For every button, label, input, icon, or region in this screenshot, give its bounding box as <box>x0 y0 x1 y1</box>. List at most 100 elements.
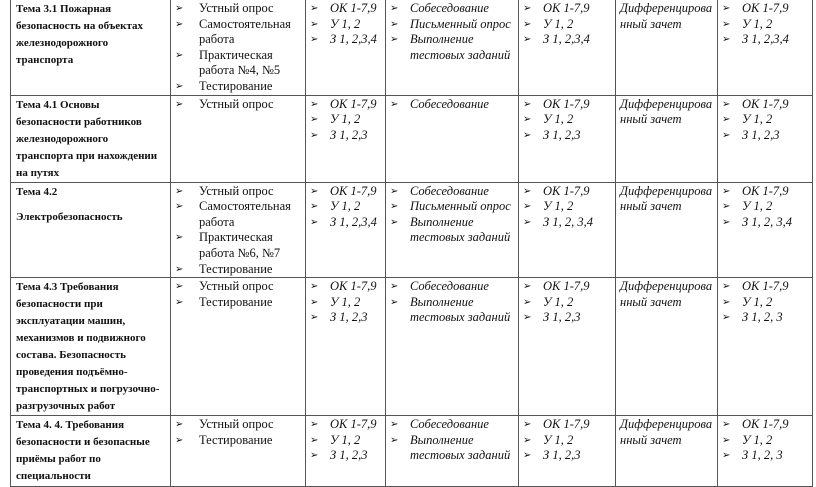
list-item-text: Собеседование <box>410 279 489 294</box>
list-item: ➢ Собеседование <box>390 184 514 200</box>
bullet-arrow-icon: ➢ <box>523 434 532 446</box>
results-cell: ➢ ОК 1-7,9 ➢ У 1, 2 ➢ З 1, 2, 3,4 <box>717 181 813 279</box>
forms-cell: ➢ Устный опрос ➢ Самостоятельная работа ➢ Пра… <box>170 0 306 96</box>
list-item: ➢ ОК 1-7,9 <box>310 1 381 17</box>
list-item: ➢ Самостоятельная работа <box>175 17 301 48</box>
list-item: ➢ Тестирование <box>175 78 301 94</box>
list-item-text: У 1, 2 <box>543 199 574 214</box>
list-item: ➢ У 1, 2 <box>523 433 611 449</box>
bullet-arrow-icon: ➢ <box>310 3 319 14</box>
bullet-arrow-icon: ➢ <box>722 18 731 30</box>
list-item-text: У 1, 2 <box>742 294 773 309</box>
final-control-cell: Дифференцированный зачет <box>615 277 718 417</box>
list-item: ➢ У 1, 2 <box>722 17 808 33</box>
bullet-arrow-icon: ➢ <box>310 434 319 446</box>
topic-cell: Тема 4. 4. Требования безопасности и без… <box>10 415 171 487</box>
bullet-arrow-icon: ➢ <box>175 49 184 61</box>
list-item-text: У 1, 2 <box>543 16 574 31</box>
list-item-text: Устный опрос <box>199 279 274 294</box>
list-item-text: ОК 1-7,9 <box>543 96 590 111</box>
bullet-arrow-icon: ➢ <box>175 98 184 110</box>
list-item: ➢ ОК 1-7,9 <box>310 279 381 295</box>
list-item: ➢ ОК 1-7,9 <box>722 417 808 433</box>
topic-text: Тема 4. 4. Требования безопасности и без… <box>16 419 150 483</box>
table-row: Тема 3.1 Пожарная безопасность на объект… <box>10 0 813 96</box>
topic-text: Тема 4.3 Требования безопасности при экс… <box>16 281 160 413</box>
bullet-arrow-icon: ➢ <box>175 232 184 244</box>
bullet-arrow-icon: ➢ <box>523 281 532 293</box>
list-item-text: ОК 1-7,9 <box>543 1 590 15</box>
bullet-arrow-icon: ➢ <box>722 450 731 462</box>
list-item-text: З 1, 2,3 <box>742 127 780 142</box>
list-item-text: У 1, 2 <box>742 112 773 127</box>
topic-text: Электробезопасность <box>16 210 123 223</box>
list-item-text: У 1, 2 <box>742 199 773 214</box>
list-item: ➢ Тестирование <box>175 262 301 277</box>
list-item: ➢ ОК 1-7,9 <box>523 417 611 433</box>
forms-cell: ➢ Устный опрос ➢ Тестирование <box>170 415 306 487</box>
bullet-arrow-icon: ➢ <box>722 3 731 14</box>
results-cell: ➢ ОК 1-7,9 ➢ У 1, 2 ➢ З 1, 2,3 <box>518 415 616 487</box>
list-item-text: З 1, 2,3 <box>543 448 581 463</box>
results-cell: ➢ ОК 1-7,9 ➢ У 1, 2 ➢ З 1, 2,3,4 <box>305 0 386 96</box>
bullet-arrow-icon: ➢ <box>310 114 319 126</box>
results-cell: ➢ ОК 1-7,9 ➢ У 1, 2 ➢ З 1, 2,3 <box>518 277 616 417</box>
list-item-text: Практическая работа №6, №7 <box>199 230 281 260</box>
table-row: Тема 4.3 Требования безопасности при экс… <box>10 277 813 417</box>
list-item-text: Выполнение тестовых заданий <box>410 294 511 325</box>
list-item-text: Устный опрос <box>199 417 274 432</box>
list-item-text: Тестирование <box>199 432 273 447</box>
bullet-arrow-icon: ➢ <box>523 419 532 431</box>
list-item: ➢ Собеседование <box>390 417 514 433</box>
bullet-arrow-icon: ➢ <box>722 129 731 141</box>
bullet-arrow-icon: ➢ <box>390 201 399 213</box>
list-item: ➢ З 1, 2,3,4 <box>310 32 381 48</box>
bullet-arrow-icon: ➢ <box>523 129 532 141</box>
list-item-text: У 1, 2 <box>330 199 361 214</box>
list-item: ➢ Самостоятельная работа <box>175 199 301 230</box>
list-item: ➢ ОК 1-7,9 <box>523 97 611 113</box>
list-item-text: Тестирование <box>199 78 273 93</box>
list-item-text: З 1, 2,3,4 <box>330 32 377 47</box>
list-item: ➢ З 1, 2,3 <box>722 128 808 144</box>
bullet-arrow-icon: ➢ <box>722 185 731 197</box>
results-cell: ➢ ОК 1-7,9 ➢ У 1, 2 ➢ З 1, 2,3,4 <box>305 181 386 279</box>
list-item: ➢ Тестирование <box>175 295 301 311</box>
bullet-arrow-icon: ➢ <box>523 114 532 126</box>
list-item: ➢ Устный опрос <box>175 279 301 295</box>
bullet-arrow-icon: ➢ <box>310 129 319 141</box>
list-item-text: ОК 1-7,9 <box>330 417 377 432</box>
list-item-text: З 1, 2,3,4 <box>742 32 789 47</box>
list-item: ➢ Практическая работа №4, №5 <box>175 48 301 79</box>
list-item-text: Собеседование <box>410 417 489 432</box>
bullet-arrow-icon: ➢ <box>390 419 399 431</box>
list-item-text: З 1, 2, 3,4 <box>742 214 792 229</box>
list-item: ➢ Собеседование <box>390 97 514 113</box>
list-item-text: Письменный опрос <box>410 199 511 214</box>
bullet-arrow-icon: ➢ <box>722 114 731 126</box>
list-item: ➢ У 1, 2 <box>310 433 381 449</box>
bullet-arrow-icon: ➢ <box>310 98 319 110</box>
list-item: ➢ Письменный опрос <box>390 199 514 215</box>
list-item-text: З 1, 2,3 <box>330 310 368 325</box>
list-item-text: ОК 1-7,9 <box>330 279 377 294</box>
list-item: ➢ Собеседование <box>390 279 514 295</box>
bullet-arrow-icon: ➢ <box>722 296 731 308</box>
bullet-arrow-icon: ➢ <box>390 3 399 14</box>
bullet-arrow-icon: ➢ <box>310 34 319 46</box>
list-item: ➢ Письменный опрос <box>390 17 514 33</box>
bullet-arrow-icon: ➢ <box>175 419 184 431</box>
list-item-text: Выполнение тестовых заданий <box>410 432 511 463</box>
list-item: ➢ З 1, 2, 3 <box>722 310 808 326</box>
bullet-arrow-icon: ➢ <box>390 185 399 197</box>
bullet-arrow-icon: ➢ <box>523 18 532 30</box>
list-item-text: З 1, 2,3,4 <box>330 214 377 229</box>
list-item-text: З 1, 2, 3,4 <box>543 214 593 229</box>
bullet-arrow-icon: ➢ <box>722 419 731 431</box>
list-item-text: У 1, 2 <box>742 16 773 31</box>
results-cell: ➢ ОК 1-7,9 ➢ У 1, 2 ➢ З 1, 2,3 <box>518 94 616 183</box>
list-item-text: Самостоятельная работа <box>199 16 291 47</box>
bullet-arrow-icon: ➢ <box>722 201 731 213</box>
list-item: ➢ У 1, 2 <box>523 112 611 128</box>
list-item: ➢ Устный опрос <box>175 184 301 200</box>
